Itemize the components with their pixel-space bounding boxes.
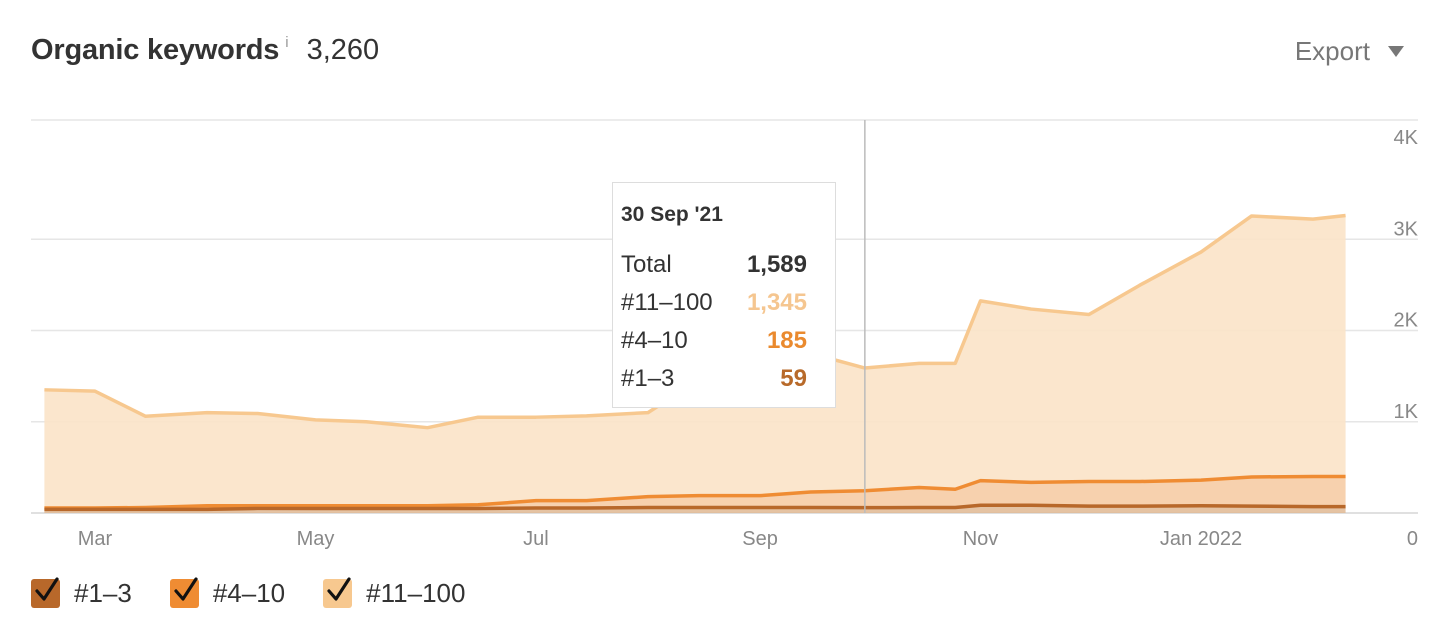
legend-item-4-10[interactable]: #4–10 — [169, 577, 286, 609]
tooltip-row-value: 1,345 — [746, 289, 807, 316]
y-tick-label: 2K — [1394, 310, 1419, 332]
tooltip-row-label: #11–100 — [621, 289, 713, 316]
series-area — [44, 215, 1346, 508]
y-tick-label: 0 — [1407, 528, 1418, 550]
chart-header: Organic keywords i 3,260 — [31, 34, 379, 74]
x-tick-label: May — [297, 528, 335, 550]
y-tick-label: 1K — [1394, 401, 1419, 423]
legend-item-11-100[interactable]: #11–100 — [323, 577, 466, 609]
chart-title: Organic keywords — [31, 34, 280, 66]
info-icon[interactable]: i — [285, 34, 289, 51]
keyword-count: 3,260 — [306, 34, 380, 66]
checkmark-icon — [35, 577, 59, 601]
checkbox[interactable] — [31, 577, 60, 608]
x-tick-label: Jul — [523, 528, 549, 550]
tooltip-row-label: #4–10 — [621, 327, 688, 354]
export-button[interactable]: Export — [1295, 36, 1404, 67]
export-label: Export — [1294, 36, 1370, 66]
tooltip-row: #11–100 1,345 — [621, 289, 807, 319]
y-tick-label: 4K — [1394, 127, 1419, 149]
series-line — [44, 474, 1346, 510]
tooltip-row-value: 59 — [780, 365, 807, 392]
tooltip-row-label: #1–3 — [621, 365, 675, 392]
tooltip-row: #4–10 185 — [621, 327, 807, 357]
x-tick-label: Mar — [78, 528, 113, 550]
legend-label: #4–10 — [212, 578, 286, 608]
legend-item-1-3[interactable]: #1–3 — [31, 577, 132, 609]
checkmark-icon — [327, 577, 351, 601]
area-chart[interactable]: 0 1K 2K 3K 4K Mar May Jul Sep Nov Jan 2022 — [0, 100, 1438, 560]
chart-tooltip: 30 Sep '21 Total 1,589 #11–100 1,345 #4–… — [612, 182, 836, 408]
tooltip-row: #1–3 59 — [621, 365, 807, 395]
legend-label: #11–100 — [366, 578, 466, 608]
chart-legend: #1–3 #4–10 #11–100 — [31, 577, 503, 609]
checkbox[interactable] — [169, 577, 199, 608]
checkbox[interactable] — [323, 577, 353, 608]
x-tick-label: Nov — [963, 528, 999, 550]
checkmark-icon — [174, 577, 198, 601]
legend-label: #1–3 — [74, 578, 132, 608]
chevron-down-icon — [1388, 46, 1404, 57]
x-tick-label: Sep — [742, 528, 778, 550]
y-tick-label: 3K — [1394, 218, 1419, 240]
series-line — [44, 503, 1346, 512]
tooltip-row: Total 1,589 — [621, 251, 807, 281]
tooltip-row-label: Total — [621, 251, 672, 278]
tooltip-row-value: 185 — [766, 327, 807, 354]
x-tick-label: Jan 2022 — [1160, 528, 1242, 550]
series-area — [44, 476, 1346, 510]
tooltip-row-value: 1,589 — [746, 251, 807, 278]
tooltip-date: 30 Sep '21 — [621, 203, 723, 226]
